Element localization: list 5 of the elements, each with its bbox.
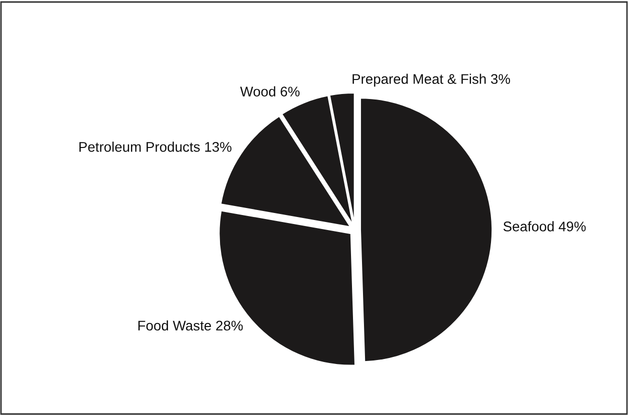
slice-label: Wood 6% xyxy=(240,86,300,96)
slice-label: Petroleum Products 13% xyxy=(79,142,232,152)
slice-label: Seafood 49% xyxy=(503,221,586,232)
slice-label: Prepared Meat & Fish 3% xyxy=(352,74,510,87)
slice-label: Food Waste 28% xyxy=(138,320,243,331)
